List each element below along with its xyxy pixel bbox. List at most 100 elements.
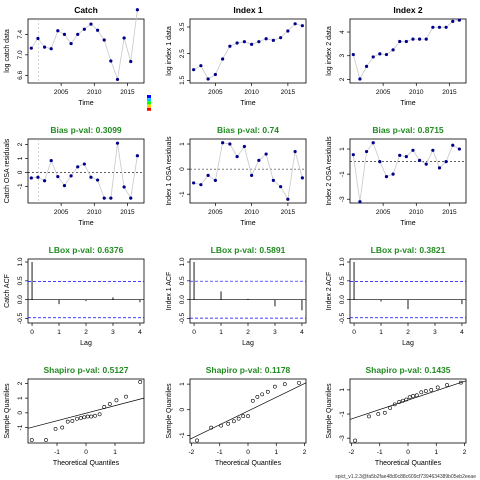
x-tick-label: 0 [406, 449, 410, 456]
data-point [250, 173, 254, 177]
data-point [96, 178, 100, 182]
y-tick-label: 0 [17, 170, 24, 174]
x-axis-label: Time [400, 220, 415, 227]
y-tick-label: 1.5 [179, 75, 186, 84]
data-point [437, 166, 442, 170]
x-tick-label: 2005 [208, 89, 223, 96]
data-point [364, 149, 369, 154]
data-point [384, 175, 389, 179]
data-point [199, 183, 203, 187]
x-tick-label: -1 [54, 449, 60, 456]
y-tick-label: 0 [179, 167, 186, 171]
qq-point [265, 389, 270, 394]
y-tick-label: 1.0 [179, 257, 186, 266]
x-axis-label: Time [400, 100, 415, 107]
qq-point [414, 393, 419, 398]
data-point [250, 42, 254, 46]
data-point [384, 52, 389, 57]
panel-title: Index 2 [393, 5, 423, 15]
qq-point [459, 380, 463, 385]
data-point [228, 142, 232, 146]
data-point [69, 174, 73, 178]
qq-point [89, 414, 94, 419]
version-footer: spict_v1.2.3@fa5b2fae48d0c88c609cf739463… [335, 474, 476, 480]
data-point [82, 162, 86, 166]
x-axis-label: Time [240, 100, 255, 107]
y-tick-label: 0.5 [17, 276, 24, 285]
y-tick-label: 1 [179, 142, 186, 146]
y-tick-label: -1 [17, 183, 24, 189]
y-axis-label: Index 2 OSA residuals [326, 136, 333, 206]
data-point [431, 148, 435, 152]
panel-title: Catch [74, 5, 98, 15]
y-tick-label: 1.0 [17, 257, 24, 266]
data-point [418, 158, 422, 162]
data-point [235, 154, 239, 159]
data-point [129, 59, 133, 64]
data-point [264, 152, 268, 156]
y-axis-label: Index 2 ACF [326, 272, 333, 311]
qq-point [219, 423, 224, 428]
qq-point [82, 415, 87, 420]
qq-point [60, 425, 65, 430]
qq-point [44, 438, 48, 442]
x-axis-label: Time [78, 220, 93, 227]
qq-point [53, 427, 58, 431]
x-tick-label: 0 [192, 329, 196, 336]
plot-frame [27, 378, 145, 444]
data-point [56, 29, 60, 33]
x-tick-label: 2005 [54, 89, 69, 96]
data-point [404, 154, 408, 159]
y-tick-label: -0.5 [339, 312, 346, 324]
data-point [293, 22, 297, 26]
x-tick-label: 2015 [442, 209, 457, 216]
data-point [199, 64, 203, 68]
x-tick-label: 2 [406, 329, 410, 336]
legend-swatch [147, 95, 151, 98]
data-point [192, 68, 196, 72]
y-tick-label: 6.6 [17, 70, 24, 79]
data-point [115, 141, 120, 145]
plot-frame [27, 138, 145, 204]
data-point [213, 72, 217, 77]
qq-point [29, 438, 34, 442]
data-point [279, 185, 283, 189]
qq-point [282, 382, 287, 387]
data-point [242, 144, 246, 149]
y-axis-label: Catch ACF [4, 274, 11, 308]
y-axis-label: Index 1 ACF [166, 272, 173, 311]
x-tick-label: -2 [349, 449, 355, 456]
qq-point [97, 412, 102, 417]
y-tick-label: -1 [179, 432, 186, 438]
data-point [271, 38, 275, 42]
data-point [89, 22, 93, 26]
y-tick-label: 0 [179, 408, 186, 412]
data-point [206, 77, 210, 81]
plot-frame [27, 18, 145, 84]
qq-point [423, 389, 428, 393]
data-point [221, 57, 225, 61]
x-axis-label: Lag [80, 340, 92, 347]
data-point [206, 173, 210, 177]
qq-point [445, 383, 449, 387]
y-tick-label: 4 [339, 30, 346, 34]
panel-5: Bias p-val: 0.74 2005 2010 2015 -1 0 1 Time Inde… [166, 125, 307, 227]
series-line [193, 142, 303, 201]
qq-point [78, 416, 83, 420]
y-axis-label: log index 1 data [166, 26, 173, 76]
qq-point [195, 438, 199, 443]
panel-title: Shapiro p-val: 0.1178 [206, 365, 291, 375]
data-point [286, 197, 290, 201]
qq-point [388, 406, 393, 410]
y-tick-label: -1 [339, 411, 346, 417]
x-tick-label: 1 [113, 449, 117, 456]
panel-title: Shapiro p-val: 0.5127 [43, 365, 128, 375]
qq-point [353, 438, 357, 443]
x-tick-label: 0 [352, 329, 356, 336]
data-point [351, 153, 355, 157]
x-axis-label: Time [78, 100, 93, 107]
data-point [371, 141, 375, 145]
data-point [424, 37, 428, 41]
series-line [352, 141, 460, 202]
x-tick-label: 2005 [376, 209, 391, 216]
